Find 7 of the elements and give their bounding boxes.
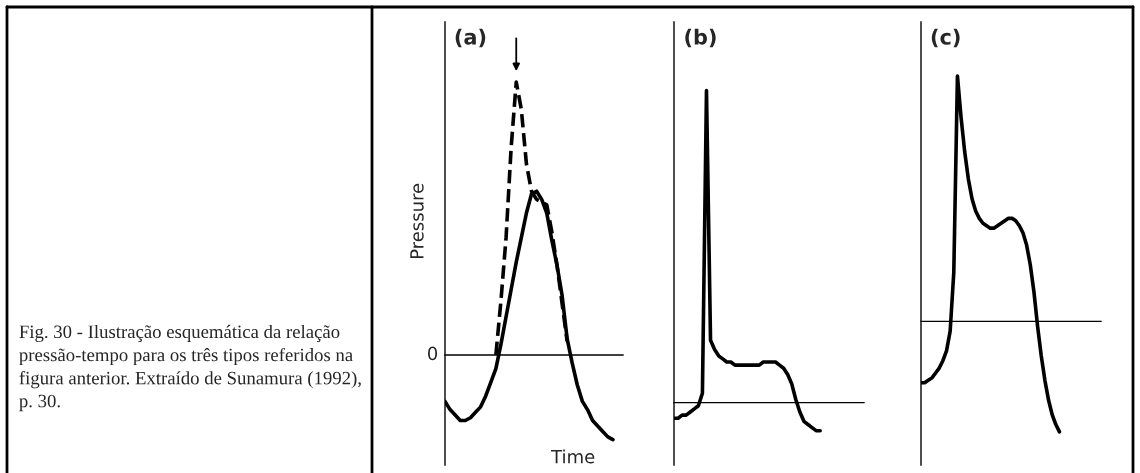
text: 0 — [427, 346, 438, 361]
chart-title: (b) — [685, 28, 716, 48]
y-axis-title: Pressure — [410, 183, 424, 259]
x-axis-title: Time — [551, 449, 595, 464]
chart-title: (a) — [455, 28, 486, 48]
chart-title: (c) — [931, 28, 960, 48]
caption: Fig. 30 - Ilustração esquemática da relação pressão-tempo para os três tipos referidos na figura anterior. Extraído de Sunamura (1992), p. 30. — [19, 324, 361, 412]
